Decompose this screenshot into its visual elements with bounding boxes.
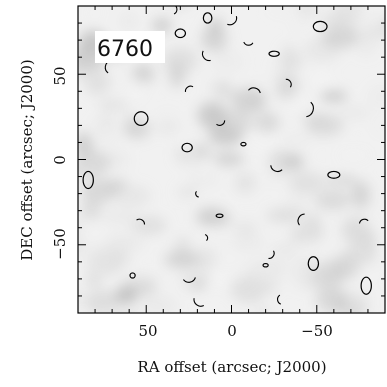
- contour-closed-13: [215, 213, 224, 219]
- contour-closed-11: [268, 50, 280, 57]
- contour-arc-24: [270, 165, 283, 172]
- y-axis-title: DEC offset (arcsec; J2000): [18, 59, 36, 260]
- contour-arc-32: [193, 298, 205, 307]
- contour-closed-12: [262, 262, 269, 268]
- contour-closed-0: [312, 20, 328, 33]
- source-label-backdrop: [95, 31, 165, 63]
- x-tick-label-minus-50: −50: [301, 322, 333, 340]
- contour-closed-7: [360, 276, 372, 295]
- y-tick-label-minus-50: −50: [51, 228, 69, 260]
- contour-arc-33: [277, 294, 282, 305]
- contour-closed-10: [240, 141, 247, 147]
- y-tick-label-0: 0: [51, 155, 69, 165]
- contour-arc-21: [285, 78, 292, 88]
- contour-closed-2: [202, 12, 213, 24]
- x-axis-title: RA offset (arcsec; J2000): [137, 358, 326, 376]
- contour-layer: [82, 6, 372, 307]
- y-tick-label-50: 50: [51, 66, 69, 85]
- contour-closed-8: [82, 170, 94, 190]
- x-tick-label-50: 50: [138, 322, 157, 340]
- contour-arc-17: [202, 50, 211, 62]
- contour-closed-1: [174, 28, 187, 39]
- contour-closed-5: [327, 170, 341, 179]
- intensity-map: [78, 6, 385, 313]
- contour-closed-4: [181, 142, 193, 153]
- contour-closed-9: [129, 272, 136, 279]
- axis-ticks: [78, 6, 385, 313]
- contour-arc-19: [184, 85, 194, 92]
- contour-arc-31: [182, 277, 196, 283]
- source-label: 6760: [97, 37, 153, 62]
- contour-arc-30: [268, 250, 275, 259]
- contour-arc-16: [243, 41, 254, 46]
- contour-arc-14: [173, 6, 178, 15]
- contour-arc-20: [248, 87, 261, 94]
- contour-arc-28: [136, 218, 146, 225]
- contour-closed-6: [307, 256, 320, 271]
- contour-arc-25: [195, 191, 199, 198]
- contour-arc-29: [204, 234, 209, 241]
- contour-arc-23: [216, 120, 226, 126]
- contour-arc-27: [358, 218, 369, 224]
- contour-arc-26: [297, 213, 305, 226]
- x-tick-label-0: 0: [227, 322, 237, 340]
- contour-arc-22: [306, 101, 314, 118]
- contour-arc-15: [227, 16, 238, 26]
- contour-closed-3: [133, 111, 149, 126]
